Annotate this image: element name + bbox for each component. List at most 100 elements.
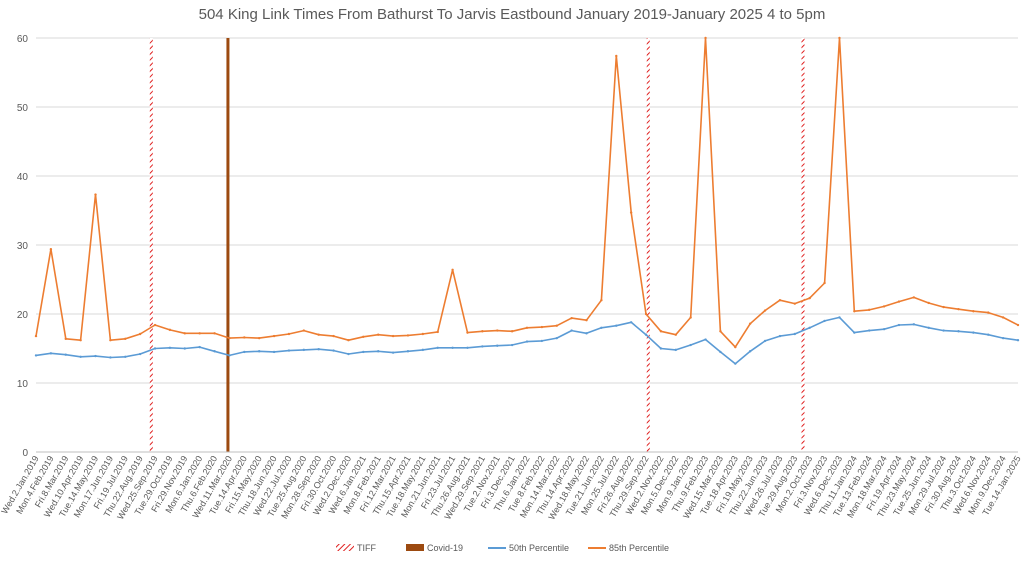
data-point <box>704 36 707 40</box>
data-point <box>257 336 261 340</box>
data-point <box>49 352 53 355</box>
data-point <box>287 332 291 336</box>
data-point <box>540 325 544 329</box>
data-point <box>778 334 782 338</box>
data-point <box>942 329 945 332</box>
data-point <box>823 281 826 285</box>
data-point <box>629 321 633 324</box>
data-point <box>719 350 722 354</box>
data-point <box>347 339 350 342</box>
data-point <box>525 340 529 343</box>
data-point <box>555 324 558 327</box>
data-point <box>570 329 573 332</box>
data-point <box>213 332 216 335</box>
data-point <box>243 350 246 354</box>
legend-label-covid-19: Covid-19 <box>427 543 463 553</box>
data-point <box>600 326 603 329</box>
data-point <box>109 339 112 342</box>
axes: 0102030405060Wed.2.Jan.2019Mon.4.Feb.201… <box>0 34 1023 522</box>
tiff-marker <box>801 38 805 452</box>
data-point <box>719 330 722 333</box>
legend-label-tiff: TIFF <box>357 543 376 553</box>
data-point <box>957 307 960 311</box>
data-point <box>615 324 618 327</box>
data-point <box>377 350 380 353</box>
data-point <box>927 326 930 329</box>
data-point <box>332 349 335 352</box>
data-point <box>436 330 439 334</box>
data-point <box>838 316 841 319</box>
data-point <box>421 348 425 352</box>
data-point <box>496 329 499 332</box>
data-point <box>763 309 767 312</box>
data-point <box>287 349 291 352</box>
data-point <box>496 344 499 347</box>
data-point <box>138 332 142 336</box>
y-tick-label: 50 <box>17 103 29 114</box>
data-point <box>912 323 916 326</box>
data-point <box>406 334 410 337</box>
data-point <box>436 346 439 350</box>
data-point <box>302 329 306 332</box>
data-point <box>644 333 648 336</box>
chart-title: 504 King Link Times From Bathurst To Jar… <box>198 6 826 23</box>
data-point <box>391 351 395 354</box>
data-point <box>868 308 871 312</box>
data-point <box>793 332 797 336</box>
legend-swatch-tiff <box>336 544 354 551</box>
y-tick-label: 40 <box>17 172 29 183</box>
data-point <box>391 334 395 338</box>
data-point <box>228 354 231 357</box>
data-point <box>34 354 38 357</box>
data-point <box>734 345 737 349</box>
tiff-marker <box>646 38 650 452</box>
data-point <box>868 329 871 332</box>
data-point <box>109 356 112 359</box>
data-point <box>481 330 484 333</box>
data-point <box>272 334 276 338</box>
data-point <box>674 333 677 336</box>
data-point <box>510 330 514 333</box>
data-point <box>451 346 454 350</box>
data-point <box>540 339 544 343</box>
data-point <box>272 350 276 354</box>
data-point <box>927 301 930 305</box>
series-line-85th-percentile <box>35 37 1019 348</box>
data-point <box>168 346 172 350</box>
data-point <box>79 355 82 358</box>
data-point <box>153 323 157 327</box>
data-point <box>64 337 67 341</box>
data-point <box>257 350 261 353</box>
data-point <box>510 343 514 347</box>
data-point <box>34 334 38 338</box>
data-point <box>778 299 782 302</box>
data-point <box>585 319 588 322</box>
data-point <box>734 362 737 365</box>
data-point <box>377 333 380 336</box>
data-point <box>362 335 365 338</box>
data-point <box>853 310 856 313</box>
data-point <box>1001 316 1005 319</box>
data-point <box>808 296 811 300</box>
legend-label-85th-percentile: 85th Percentile <box>609 543 669 553</box>
event-markers <box>149 38 805 452</box>
data-point <box>481 345 484 348</box>
data-point <box>213 350 216 353</box>
data-point <box>198 332 201 335</box>
data-point <box>674 348 677 352</box>
data-point <box>644 312 648 316</box>
data-point <box>1016 339 1020 342</box>
data-point <box>600 299 603 302</box>
gridlines <box>36 37 1018 453</box>
data-point <box>763 339 767 343</box>
data-point <box>808 326 811 329</box>
data-point <box>153 347 157 350</box>
tiff-marker <box>149 38 153 452</box>
y-tick-label: 0 <box>22 448 28 459</box>
y-tick-label: 30 <box>17 241 29 252</box>
data-point <box>138 352 142 356</box>
data-point <box>570 316 573 320</box>
data-point <box>243 336 246 339</box>
data-point <box>882 305 886 308</box>
